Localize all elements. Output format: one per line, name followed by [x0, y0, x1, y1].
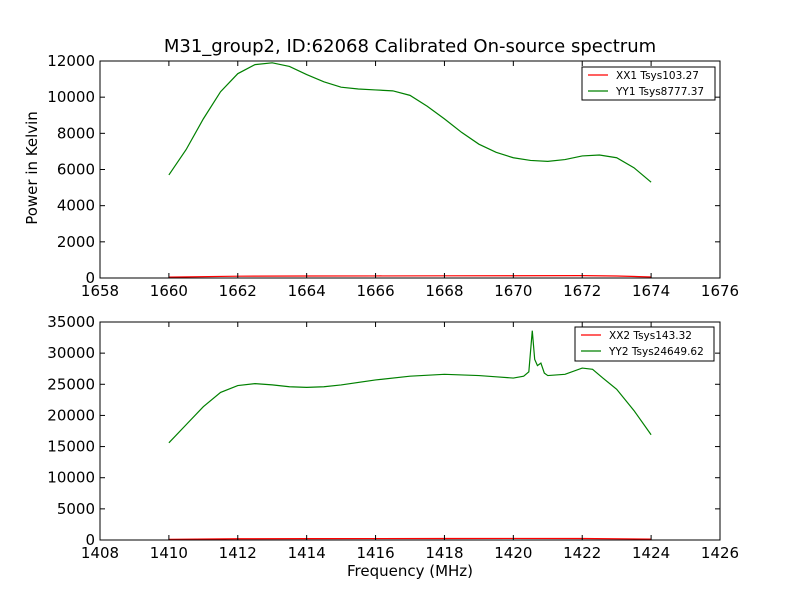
- figure-title: M31_group2, ID:62068 Calibrated On-sourc…: [164, 36, 656, 57]
- top-y-tick-label: 8000: [57, 124, 95, 142]
- bottom-x-tick-label: 1418: [425, 544, 463, 562]
- bottom-x-tick-label: 1414: [288, 544, 326, 562]
- bottom-y-tick-label: 15000: [47, 438, 95, 456]
- top-y-tick-label: 12000: [47, 52, 95, 70]
- bottom-x-tick-label: 1422: [563, 544, 601, 562]
- top-legend: XX1 Tsys103.27 YY1 Tsys8777.37: [581, 66, 716, 101]
- top-y-tick-label: 0: [85, 269, 95, 287]
- bottom-legend-label-1: XX2 Tsys143.32: [609, 330, 692, 342]
- bottom-x-tick-label: 1426: [701, 544, 739, 562]
- bottom-y-tick-label: 5000: [57, 500, 95, 518]
- bottom-x-tick-label: 1412: [219, 544, 257, 562]
- bottom-y-tick-label: 30000: [47, 344, 95, 362]
- top-x-tick-label: 1676: [701, 282, 739, 300]
- bottom-series-line-2: [168, 330, 652, 444]
- bottom-legend-label-2: YY2 Tsys24649.62: [608, 346, 704, 358]
- top-x-tick-label: 1672: [563, 282, 601, 300]
- top-x-tick-label: 1668: [425, 282, 463, 300]
- top-x-tick-label: 1670: [494, 282, 532, 300]
- top-series-line-2: [168, 62, 652, 183]
- top-y-tick-label: 2000: [57, 233, 95, 251]
- top-x-tick-label: 1660: [150, 282, 188, 300]
- x-axis-label: Frequency (MHz): [347, 562, 473, 580]
- bottom-axes-frame: [99, 321, 721, 541]
- top-legend-label-2: YY1 Tsys8777.37: [615, 86, 704, 98]
- top-x-tick-label: 1674: [632, 282, 670, 300]
- top-y-tick-label: 6000: [57, 161, 95, 179]
- bottom-y-tick-label: 35000: [47, 313, 95, 331]
- top-spectrum-plot: 1658 1660 1662 1664 1666 1668 1670 1672 1674 1676…: [47, 52, 739, 300]
- top-x-tick-label: 1658: [81, 282, 119, 300]
- bottom-x-tick-label: 1408: [81, 544, 119, 562]
- bottom-legend: XX2 Tsys143.32 YY2 Tsys24649.62: [574, 326, 715, 362]
- bottom-y-tick-label: 10000: [47, 469, 95, 487]
- bottom-y-tick-label: 0: [85, 531, 95, 549]
- top-x-tick-label: 1662: [219, 282, 257, 300]
- bottom-x-tick-label: 1410: [150, 544, 188, 562]
- bottom-legend-box: [574, 326, 715, 362]
- y-axis-label: Power in Kelvin: [23, 111, 41, 225]
- top-x-tick-label: 1664: [288, 282, 326, 300]
- bottom-series-line-1: [168, 537, 652, 540]
- top-legend-box: [581, 66, 716, 101]
- bottom-x-tick-label: 1416: [356, 544, 394, 562]
- top-y-tick-label: 10000: [47, 88, 95, 106]
- bottom-x-tick-label: 1420: [494, 544, 532, 562]
- top-x-tick-label: 1666: [356, 282, 394, 300]
- top-legend-label-1: XX1 Tsys103.27: [616, 70, 699, 82]
- bottom-y-tick-label: 20000: [47, 406, 95, 424]
- bottom-y-tick-label: 25000: [47, 375, 95, 393]
- bottom-x-tick-label: 1424: [632, 544, 670, 562]
- top-y-tick-label: 4000: [57, 197, 95, 215]
- bottom-spectrum-plot: 1408 1410 1412 1414 1416 1418 1420 1422 1424 1426…: [47, 313, 739, 562]
